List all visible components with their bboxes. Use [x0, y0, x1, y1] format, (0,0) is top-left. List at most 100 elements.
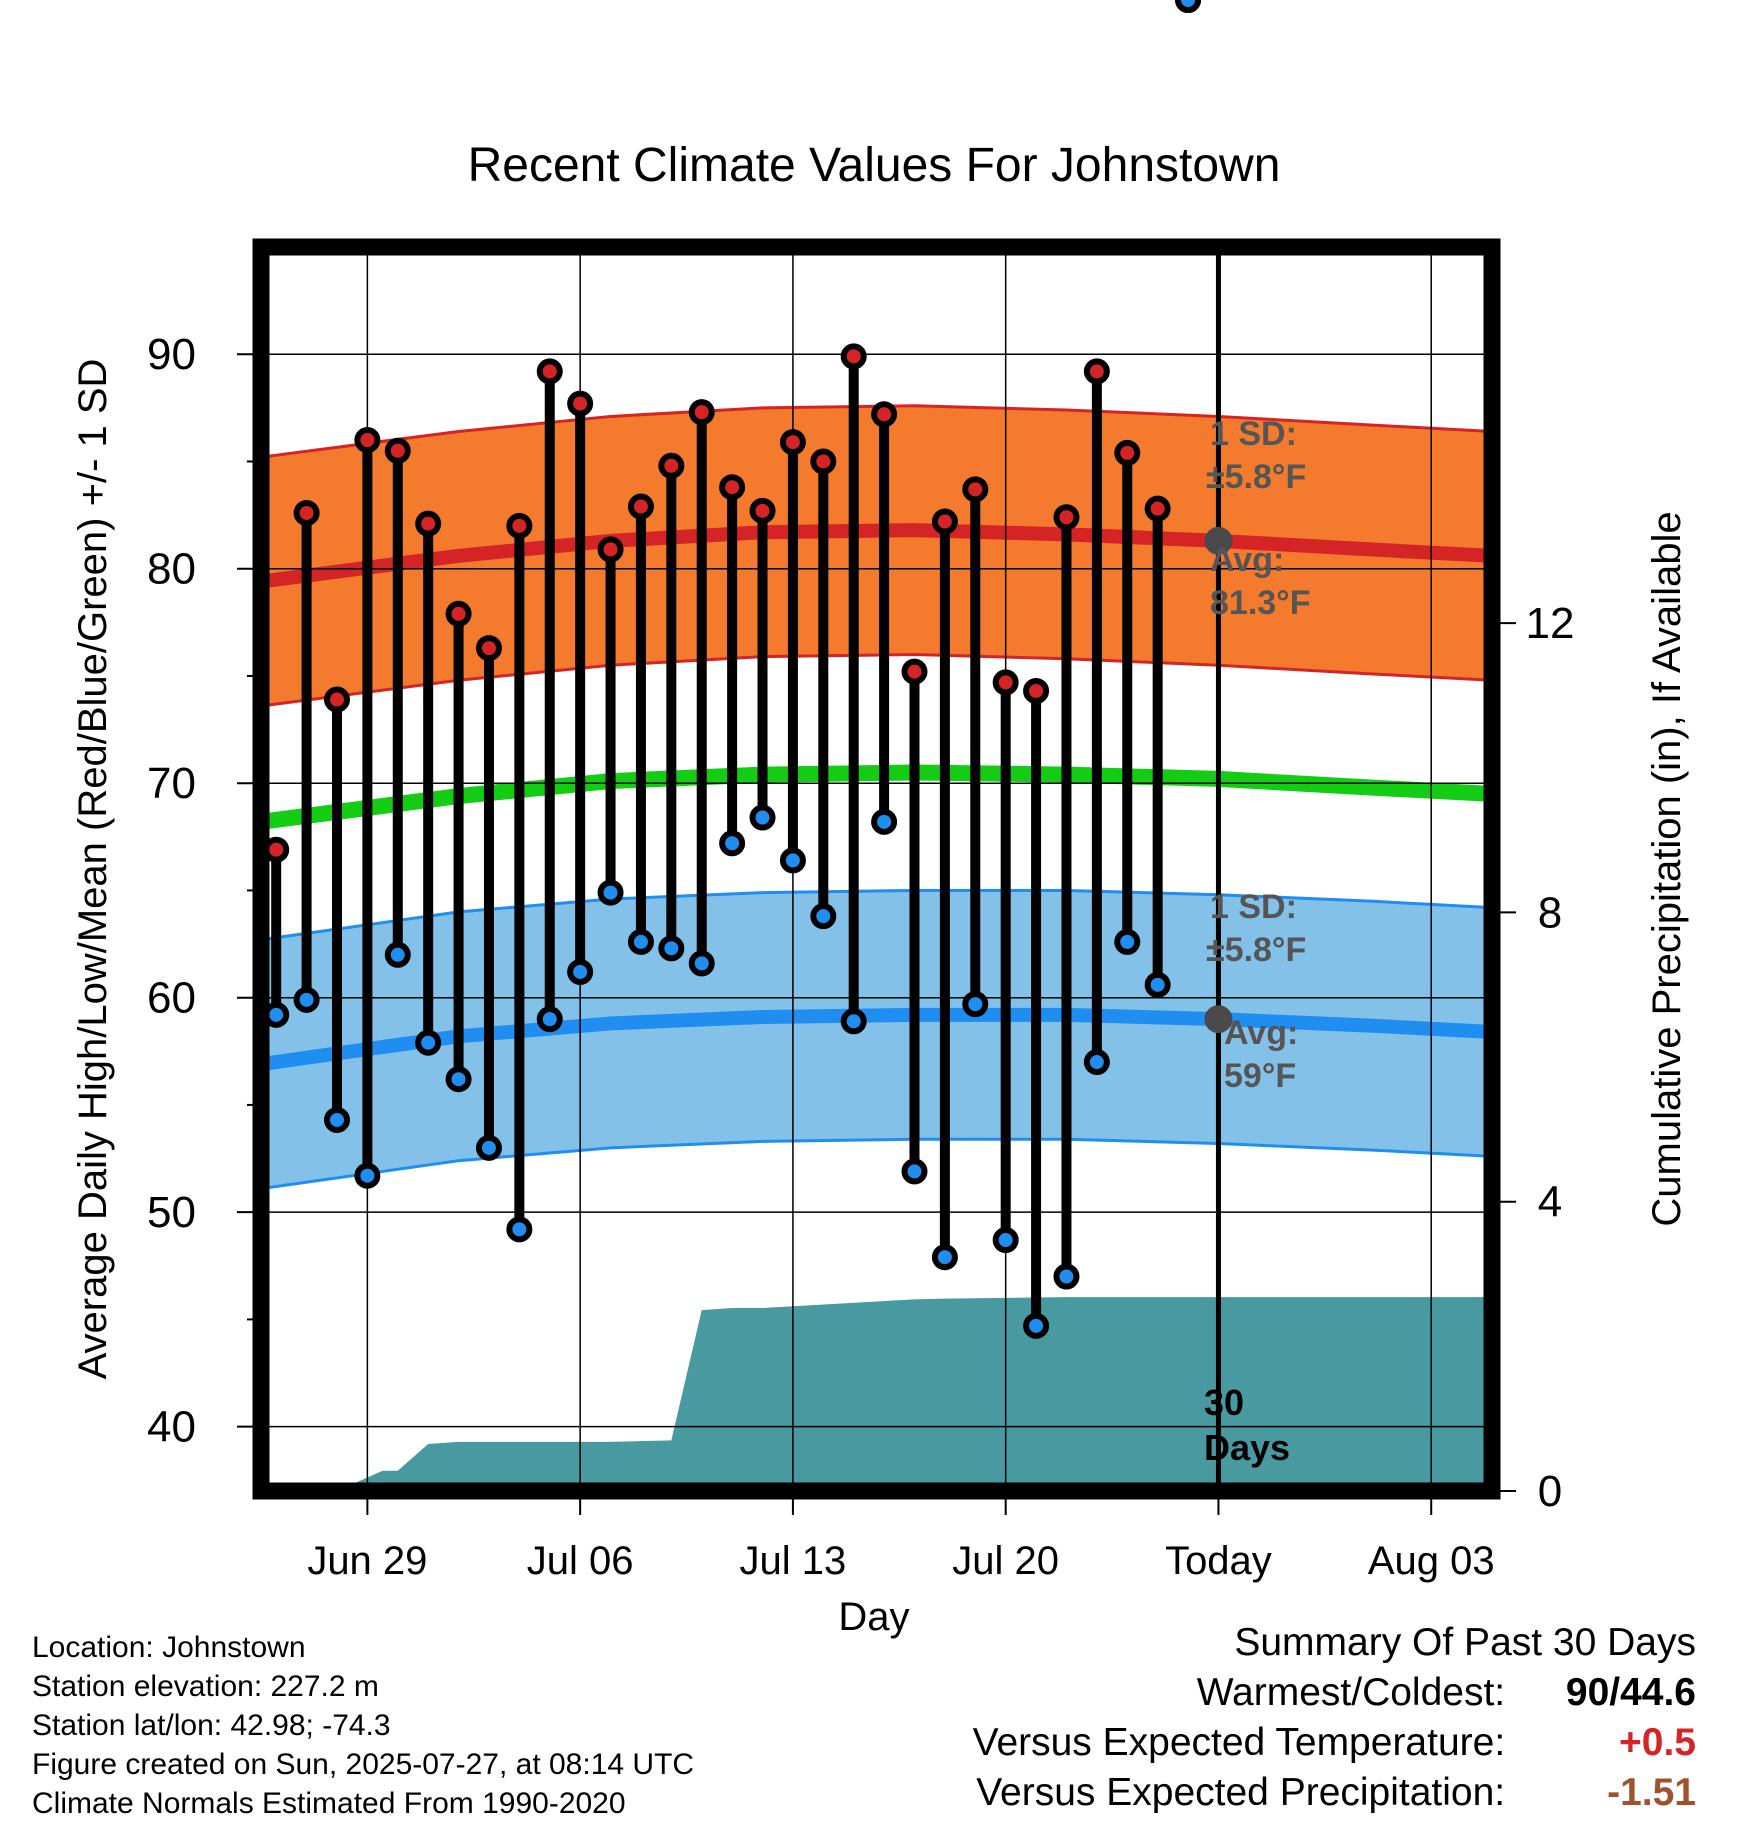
obs-low-point	[658, 935, 685, 962]
chart-title: Recent Climate Values For Johnstown	[468, 139, 1281, 192]
precip-area	[336, 1297, 1492, 1491]
x-tick-label: Jun 29	[307, 1539, 427, 1583]
precip-value: -1.51	[1607, 1771, 1696, 1814]
normal-bands	[259, 404, 1493, 1191]
summary-warm-cold: Warmest/Coldest: 90/44.6	[973, 1668, 1696, 1718]
obs-high-point	[749, 497, 776, 524]
warm-cold-value: 90/44.6	[1565, 1671, 1696, 1714]
obs-high-point	[840, 343, 867, 370]
obs-high-point	[719, 474, 746, 501]
obs-high-point	[415, 510, 442, 537]
obs-low-point	[1144, 971, 1171, 998]
obs-high-point	[627, 493, 654, 520]
summary-panel: Summary Of Past 30 Days Warmest/Coldest:…	[973, 1618, 1696, 1818]
obs-low-point	[719, 830, 746, 857]
obs-low-point	[871, 808, 898, 835]
low-avg-value: 59°F	[1224, 1057, 1296, 1095]
obs-low-point	[1114, 928, 1141, 955]
y-tick-label: 40	[147, 1403, 196, 1452]
obs-high-point	[384, 437, 411, 464]
obs-low-point	[1083, 1049, 1110, 1076]
obs-low-point	[992, 1227, 1019, 1254]
plot-frame	[252, 238, 1501, 1500]
station-info: Location: Johnstown Station elevation: 2…	[32, 1628, 694, 1823]
x-tick-label: Aug 03	[1368, 1539, 1495, 1583]
obs-low-point	[840, 1008, 867, 1035]
obs-low-point	[323, 1106, 350, 1133]
obs-high-point	[658, 452, 685, 479]
obs-high-point	[323, 686, 350, 713]
obs-low-point	[688, 950, 715, 977]
obs-high-point	[354, 427, 381, 454]
days-label-number: 30	[1204, 1382, 1244, 1423]
obs-high-point	[992, 669, 1019, 696]
obs-high-point	[506, 512, 533, 539]
high-avg-value: 81.3°F	[1210, 584, 1311, 622]
high-avg-label: Avg:	[1210, 541, 1284, 579]
x-tick-label: Jul 06	[527, 1539, 634, 1583]
obs-high-point	[901, 658, 928, 685]
obs-low-point	[1175, 0, 1202, 13]
info-latlon: Station lat/lon: 42.98; -74.3	[32, 1709, 391, 1742]
y-tick-label: 50	[147, 1188, 196, 1237]
obs-low-point	[931, 1244, 958, 1271]
low-sd-value: ±5.8°F	[1206, 931, 1306, 969]
obs-high-point	[293, 499, 320, 526]
obs-low-point	[354, 1162, 381, 1189]
obs-low-point	[1053, 1263, 1080, 1290]
days-label-word: Days	[1204, 1427, 1290, 1468]
obs-low-point	[749, 804, 776, 831]
obs-low-point	[962, 991, 989, 1018]
summary-temp: Versus Expected Temperature: +0.5	[973, 1718, 1696, 1768]
obs-high-point	[475, 635, 502, 662]
y-tick-label: 70	[147, 759, 196, 808]
today-high-avg-marker	[1204, 526, 1233, 555]
high-sd-label: 1 SD:	[1210, 415, 1297, 453]
y-tick-label: 80	[147, 545, 196, 594]
obs-low-point	[415, 1029, 442, 1056]
high-sd-lower-line	[260, 653, 1493, 708]
warm-cold-label: Warmest/Coldest:	[1196, 1671, 1506, 1714]
observations	[263, 0, 1202, 1339]
summary-heading: Summary Of Past 30 Days	[1234, 1621, 1696, 1664]
obs-high-point	[567, 390, 594, 417]
obs-high-point	[1053, 504, 1080, 531]
obs-low-point	[506, 1216, 533, 1243]
obs-low-point	[810, 903, 837, 930]
obs-high-point	[597, 536, 624, 563]
obs-high-point	[445, 600, 472, 627]
low-avg-label: Avg:	[1224, 1014, 1298, 1052]
precip-label: Versus Expected Precipitation:	[976, 1771, 1506, 1814]
today-low-avg-marker	[1204, 1005, 1233, 1034]
obs-low-point	[293, 986, 320, 1013]
x-tick-label: Today	[1165, 1539, 1272, 1583]
x-tick-label: Jul 20	[952, 1539, 1059, 1583]
y-axis-label: Average Daily High/Low/Mean (Red/Blue/Gr…	[71, 359, 115, 1380]
obs-high-point	[810, 448, 837, 475]
axes: 40 50 60 70 80 90 0 4 8 12 Jun 29 Jul 06 Jul 13 Jul 2…	[147, 330, 1574, 1583]
y-tick-label: 90	[147, 330, 196, 379]
obs-high-point	[962, 476, 989, 503]
obs-high-point	[931, 508, 958, 535]
obs-low-point	[475, 1134, 502, 1161]
temp-value: +0.5	[1619, 1721, 1696, 1764]
temp-label: Versus Expected Temperature:	[972, 1721, 1506, 1764]
obs-high-point	[536, 358, 563, 385]
y2-tick-label: 8	[1538, 888, 1562, 937]
y2-axis-label: Cumulative Precipitation (in), If Availa…	[1645, 511, 1689, 1226]
obs-low-point	[384, 941, 411, 968]
y2-tick-label: 12	[1526, 599, 1575, 648]
y2-tick-label: 0	[1538, 1467, 1562, 1516]
high-sd-band	[261, 405, 1492, 706]
low-sd-band	[261, 890, 1492, 1189]
info-location: Location: Johnstown	[32, 1631, 306, 1664]
high-sd-value: ±5.8°F	[1206, 458, 1306, 496]
obs-high-point	[1114, 439, 1141, 466]
info-elevation: Station elevation: 227.2 m	[32, 1670, 379, 1703]
x-axis-label: Day	[838, 1595, 909, 1639]
obs-low-point	[536, 1006, 563, 1033]
high-normal-line	[260, 523, 1493, 589]
y-tick-label: 60	[147, 974, 196, 1023]
info-normals: Climate Normals Estimated From 1990-2020	[32, 1787, 626, 1820]
